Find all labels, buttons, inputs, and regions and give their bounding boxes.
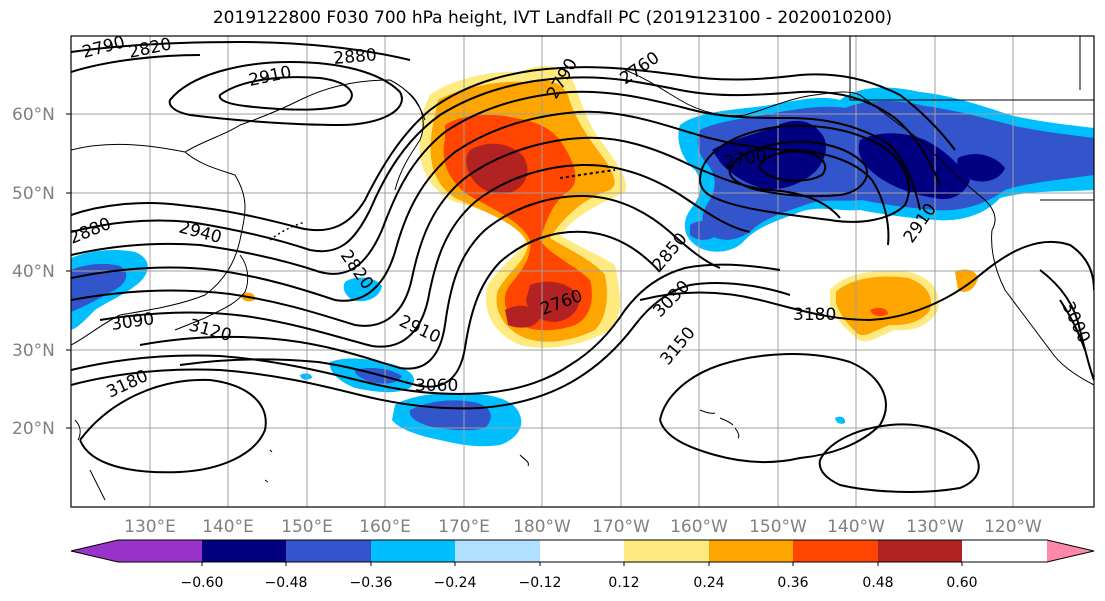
colorbar-outline <box>70 539 1095 563</box>
lon-label: 140°E <box>202 517 254 537</box>
colorbar-segment <box>371 540 455 562</box>
lat-label: 20°N <box>12 419 55 439</box>
contour-label: 3180 <box>793 305 836 325</box>
coastlines <box>71 36 1094 501</box>
lat-labels: 60°N 50°N 40°N 30°N 20°N <box>12 105 55 439</box>
lon-label: 170°E <box>438 517 490 537</box>
colorbar-segment <box>878 540 962 562</box>
colorbar-segment <box>540 540 624 562</box>
lon-label: 120°W <box>984 517 1042 537</box>
lon-label: 180°W <box>513 517 571 537</box>
lon-label: 130°W <box>906 517 964 537</box>
colorbar-tick-label: −0.36 <box>350 575 393 591</box>
colorbar <box>70 539 1095 566</box>
colorbar-tick-label: −0.60 <box>181 575 224 591</box>
lon-label: 150°W <box>749 517 807 537</box>
colorbar-segment <box>455 540 540 562</box>
lon-labels: 130°E 140°E 150°E 160°E 170°E 180°W 170°… <box>124 517 1042 537</box>
contour-label: 2880 <box>333 45 378 69</box>
colorbar-tick-label: 0.24 <box>693 575 724 591</box>
colorbar-tick-label: 0.48 <box>862 575 893 591</box>
colorbar-tick-label: −0.48 <box>265 575 308 591</box>
lon-label: 150°E <box>281 517 333 537</box>
gridlines <box>71 36 1094 507</box>
positive-ivt-region-central-pacific <box>419 66 626 348</box>
colorbar-tick-label: 0.60 <box>946 575 977 591</box>
contour-label: 3060 <box>415 376 458 396</box>
colorbar-tick-label: −0.24 <box>434 575 477 591</box>
colorbar-segment <box>202 540 286 562</box>
colorbar-segment <box>624 540 709 562</box>
lon-label: 140°W <box>827 517 885 537</box>
lon-label: 130°E <box>124 517 176 537</box>
colorbar-segment <box>286 540 371 562</box>
colorbar-tick-label: 0.36 <box>777 575 808 591</box>
colorbar-extend-max <box>1047 540 1094 562</box>
height-contours <box>71 40 1094 493</box>
lat-label: 50°N <box>12 184 55 204</box>
negative-ivt-region-west-pacific <box>71 250 846 447</box>
colorbar-segment <box>118 540 202 562</box>
colorbar-tick-label: −0.12 <box>519 575 562 591</box>
lat-label: 40°N <box>12 262 55 282</box>
colorbar-segment <box>793 540 878 562</box>
colorbar-tick-labels: −0.60 −0.48 −0.36 −0.24 −0.12 0.12 0.24 … <box>181 575 978 591</box>
lat-label: 30°N <box>12 341 55 361</box>
lat-label: 60°N <box>12 105 55 125</box>
colorbar-extend-min <box>71 540 118 562</box>
map-title: 2019122800 F030 700 hPa height, IVT Land… <box>212 8 893 28</box>
lon-label: 170°W <box>592 517 650 537</box>
lon-label: 160°E <box>359 517 411 537</box>
colorbar-segment <box>709 540 793 562</box>
lon-label: 160°W <box>670 517 728 537</box>
lat-ticks <box>66 113 71 429</box>
colorbar-tick-label: 0.12 <box>608 575 639 591</box>
